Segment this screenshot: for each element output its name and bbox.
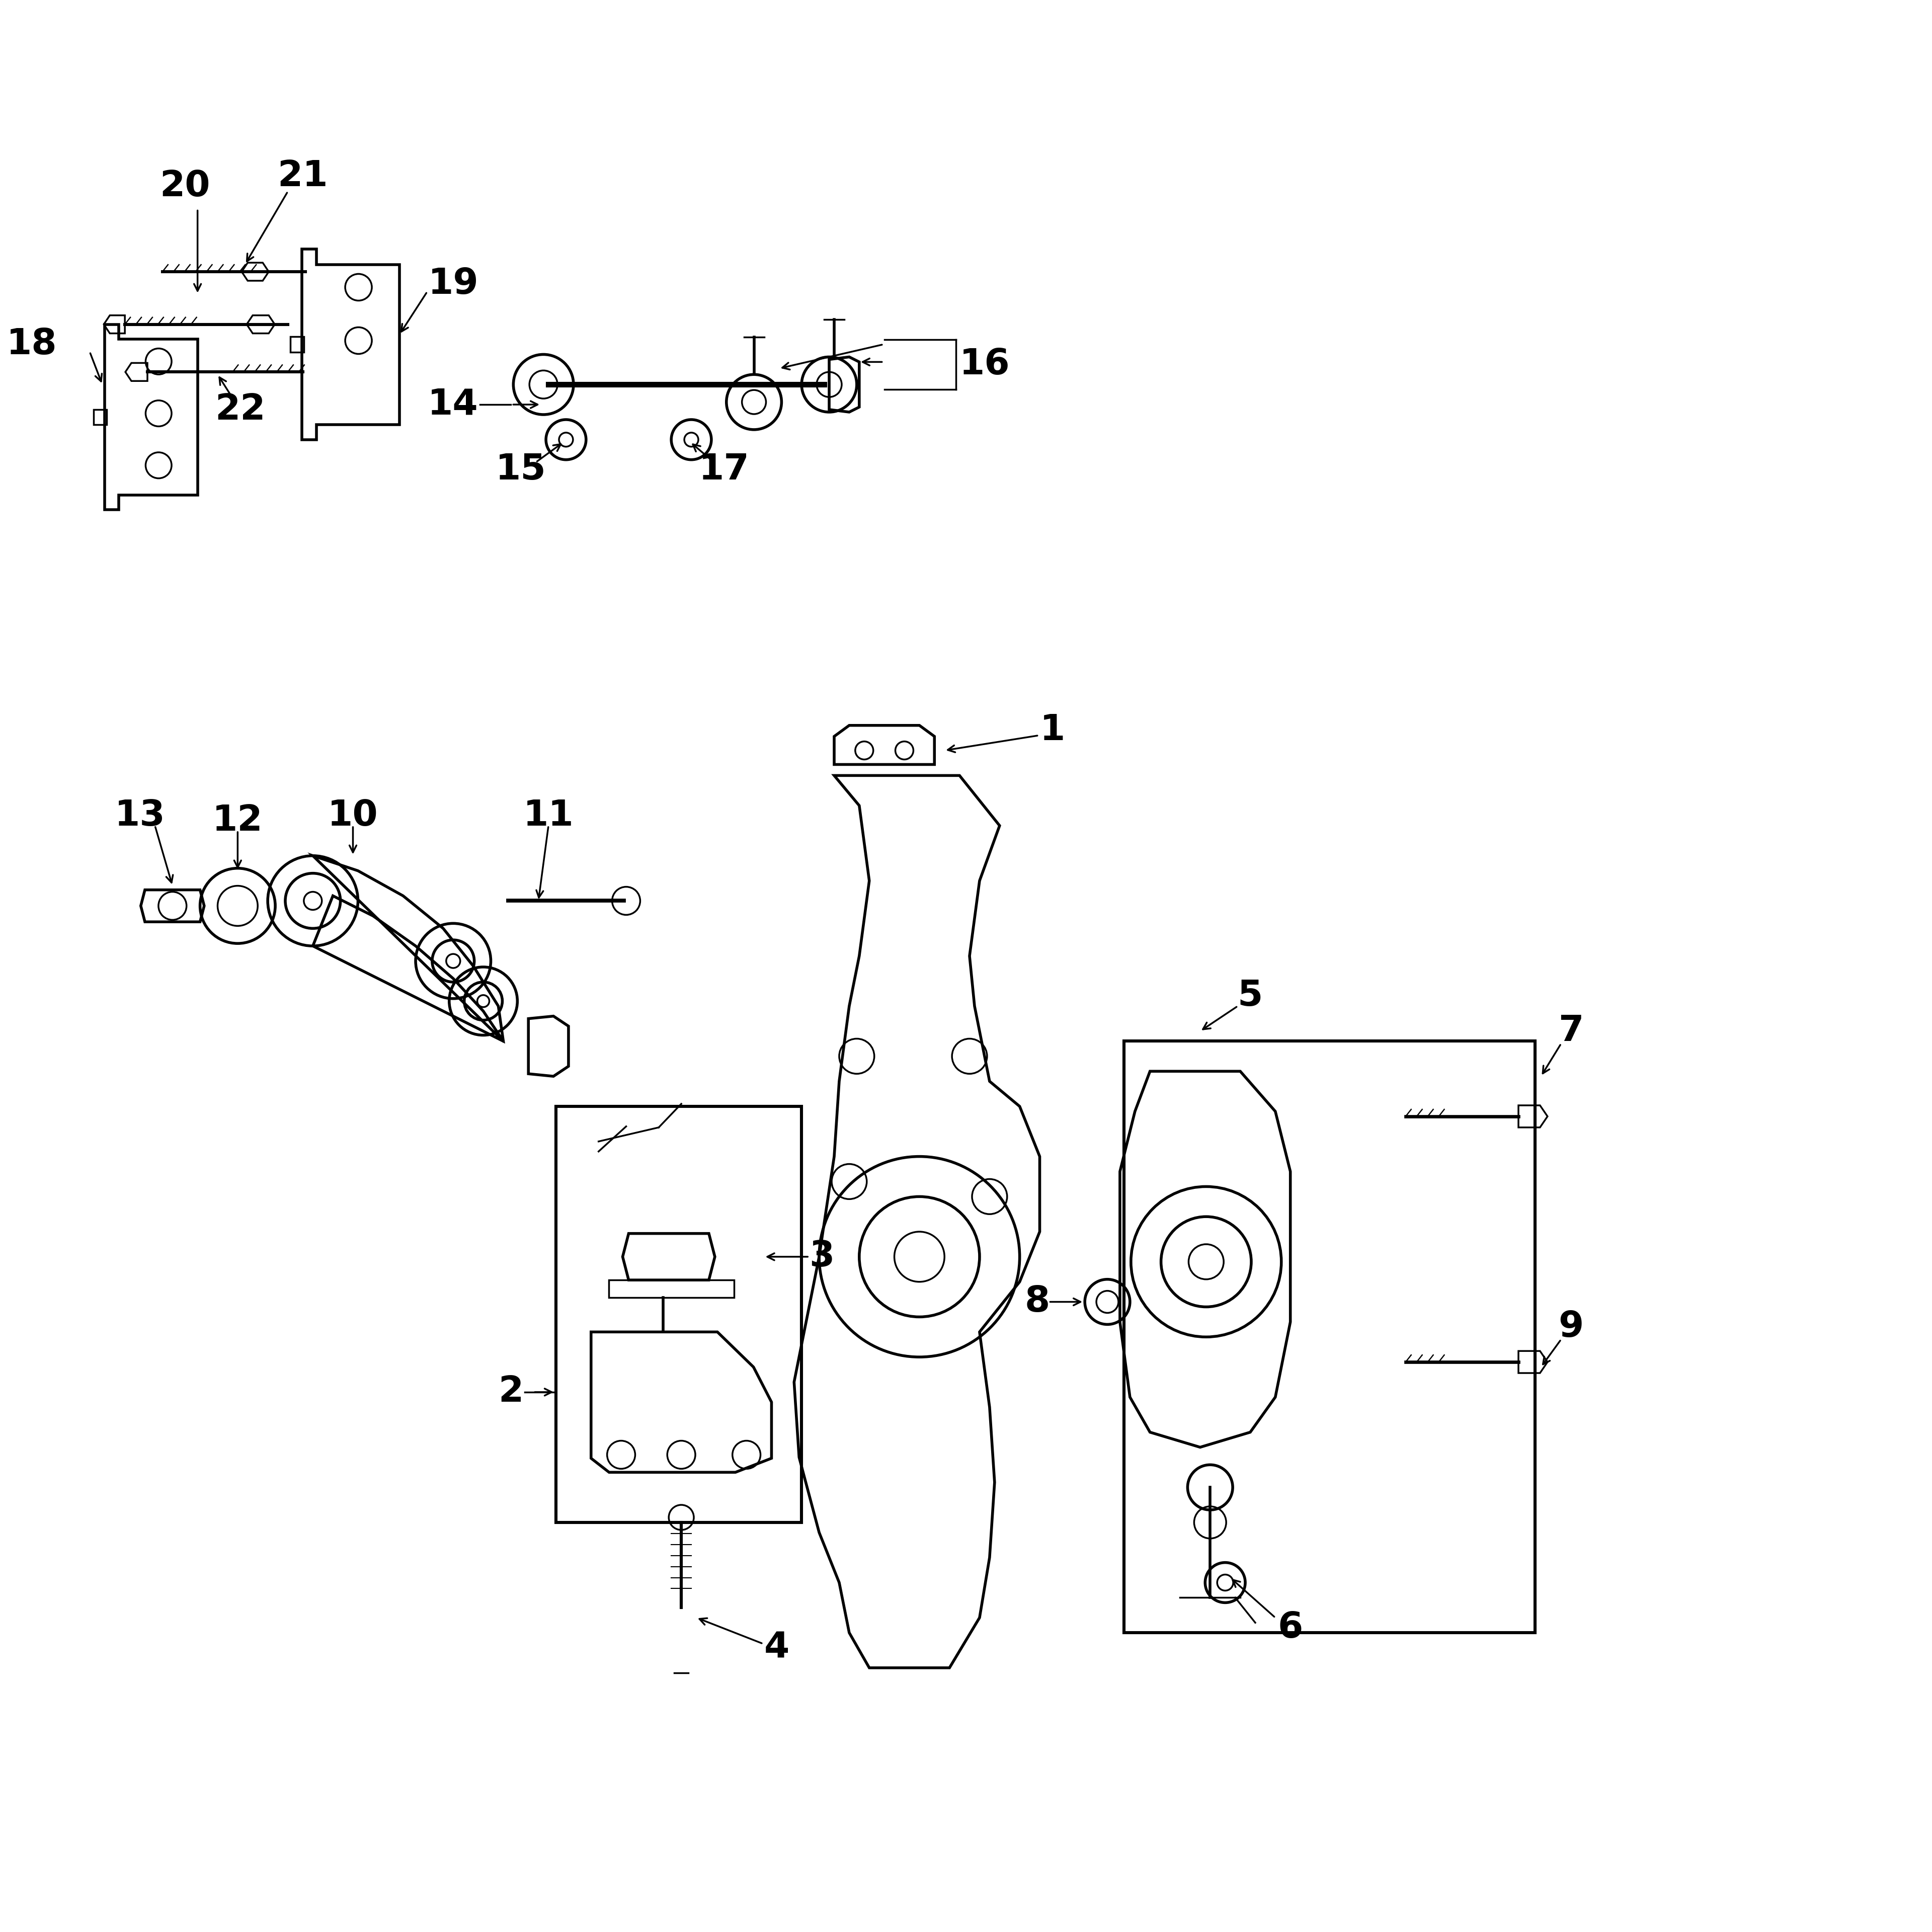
Text: 5: 5 — [1238, 980, 1264, 1014]
Text: 22: 22 — [214, 392, 265, 427]
Text: 2: 2 — [498, 1376, 524, 1410]
Text: 4: 4 — [763, 1631, 790, 1665]
Text: 12: 12 — [213, 804, 263, 838]
Text: 15: 15 — [497, 452, 547, 487]
Text: 6: 6 — [1277, 1611, 1302, 1644]
Text: 17: 17 — [699, 452, 750, 487]
Text: 3: 3 — [810, 1240, 835, 1273]
Text: 8: 8 — [1024, 1285, 1049, 1320]
Bar — [556, 1107, 802, 1522]
Text: 16: 16 — [960, 348, 1010, 383]
Bar — [1124, 1041, 1536, 1633]
Text: 7: 7 — [1559, 1014, 1584, 1049]
Text: 1: 1 — [1039, 713, 1065, 748]
Text: 21: 21 — [278, 158, 328, 193]
Bar — [290, 336, 303, 352]
Text: 18: 18 — [6, 327, 58, 361]
Text: 13: 13 — [114, 798, 166, 833]
Text: 20: 20 — [160, 170, 211, 205]
Text: 14: 14 — [427, 386, 479, 421]
Text: 10: 10 — [328, 798, 379, 833]
Bar — [93, 410, 106, 425]
Text: 19: 19 — [429, 267, 479, 301]
Text: 11: 11 — [524, 798, 574, 833]
Text: 9: 9 — [1559, 1310, 1584, 1345]
